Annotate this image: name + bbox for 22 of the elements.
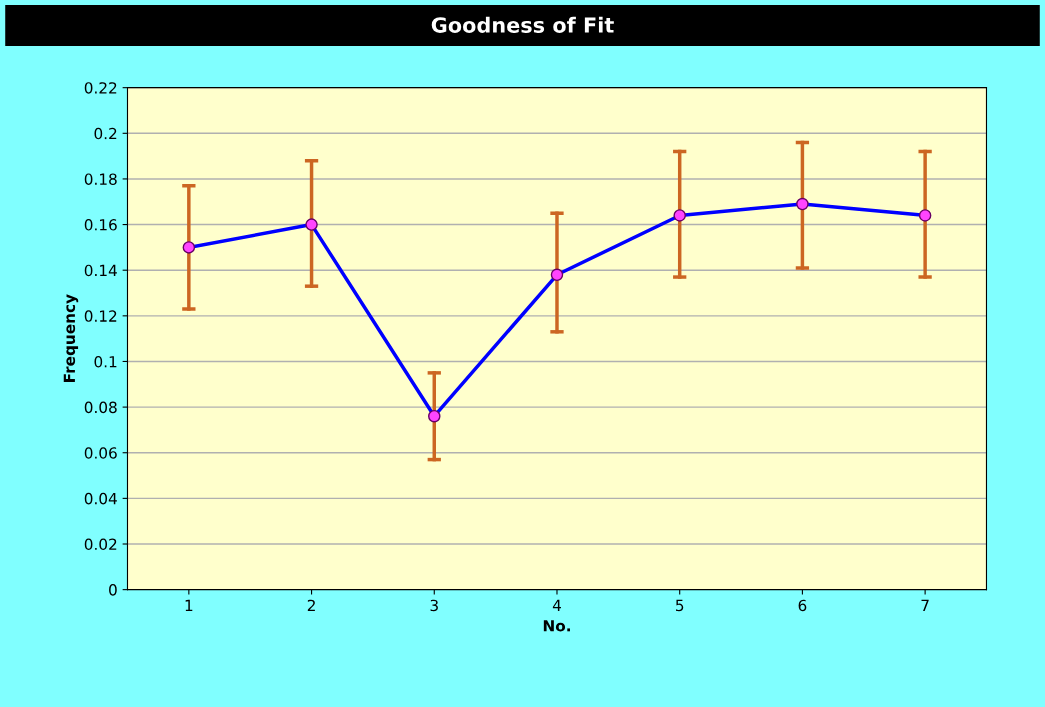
- y-tick-label: 0.12: [84, 310, 117, 322]
- y-tick-label: 0.08: [84, 401, 117, 414]
- y-tick-label: 0: [109, 584, 117, 596]
- y-tick-label: 0.18: [84, 173, 117, 185]
- y-tick-label: 0.14: [84, 264, 117, 277]
- x-tick-label: 5: [676, 599, 684, 612]
- x-tick-label: 3: [430, 599, 438, 612]
- y-tick-label: 0.2: [94, 127, 117, 140]
- x-axis-title: No.: [543, 620, 570, 632]
- y-tick-label: 0.04: [84, 492, 117, 505]
- x-tick-label: 1: [185, 599, 193, 611]
- y-tick-label: 0.06: [84, 447, 117, 459]
- chart-title: Goodness of Fit: [431, 16, 614, 33]
- x-tick-label: 7: [921, 599, 929, 611]
- y-tick-label: 0.22: [84, 82, 117, 94]
- x-tick-label: 6: [798, 599, 807, 612]
- x-tick-label: 2: [307, 599, 315, 611]
- y-axis-title: Frequency: [63, 294, 79, 382]
- y-tick-label: 0.1: [94, 355, 117, 368]
- y-tick-label: 0.02: [84, 538, 117, 551]
- y-tick-label: 0.16: [84, 219, 117, 231]
- x-tick-label: 4: [552, 599, 561, 611]
